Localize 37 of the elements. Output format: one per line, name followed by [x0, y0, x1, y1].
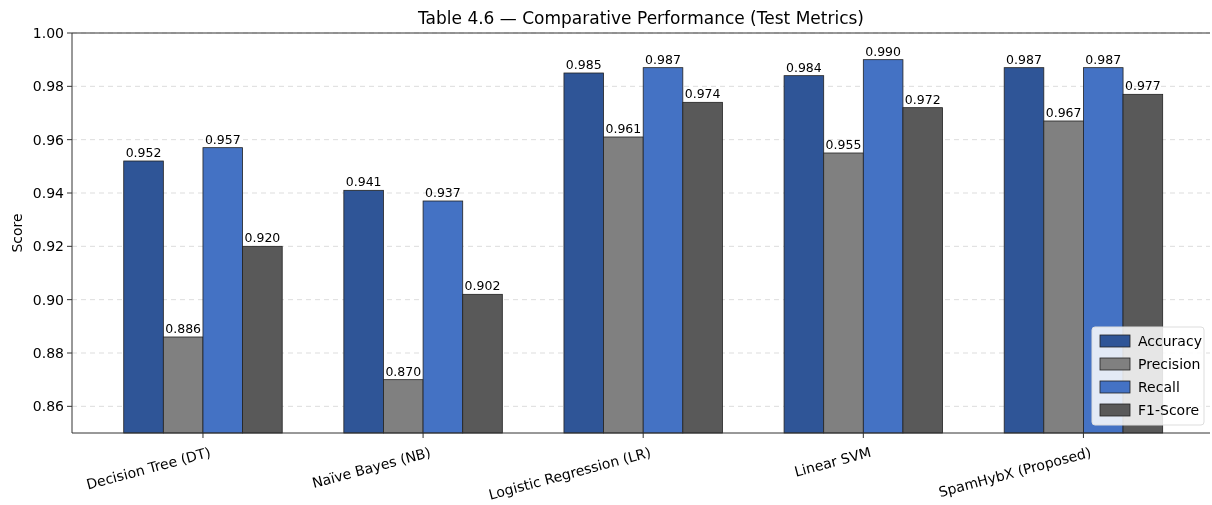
- y-tick-label: 0.86: [32, 398, 65, 415]
- y-tick-label: 0.96: [32, 131, 65, 148]
- data-label: 0.941: [345, 174, 382, 190]
- data-label: 0.987: [1085, 51, 1122, 67]
- data-label: 0.952: [125, 145, 162, 160]
- data-label: 0.957: [204, 131, 241, 147]
- data-label: 0.990: [865, 43, 902, 59]
- x-tick-label: Linear SVM: [792, 443, 873, 480]
- x-tick-label: Decision Tree (DT): [84, 443, 213, 493]
- data-label: 0.967: [1045, 105, 1082, 120]
- data-label: 0.987: [645, 51, 681, 67]
- data-label: 0.961: [605, 121, 642, 136]
- y-tick-label: 0.90: [32, 291, 64, 308]
- legend-label: F1-Score: [1138, 401, 1200, 418]
- data-label: 0.886: [165, 321, 202, 336]
- data-label: 0.987: [1006, 51, 1042, 67]
- y-tick-label: 0.94: [32, 184, 65, 201]
- data-label: 0.920: [244, 230, 281, 246]
- data-label: 0.902: [464, 278, 501, 294]
- y-tick-label: 0.92: [32, 238, 64, 255]
- data-label: 0.870: [385, 363, 422, 379]
- data-label: 0.937: [425, 185, 461, 200]
- chart-title: Table 4.6 — Comparative Performance (Test Metrics): [417, 8, 864, 28]
- data-label: 0.977: [1124, 78, 1161, 94]
- data-label: 0.972: [904, 91, 941, 107]
- legend-label: Accuracy: [1138, 332, 1202, 349]
- data-label: 0.955: [825, 137, 862, 152]
- data-label: 0.985: [565, 57, 602, 72]
- x-tick-label: Naïve Bayes (NB): [310, 443, 433, 491]
- y-tick-label: 0.88: [32, 344, 64, 361]
- data-label: 0.984: [785, 59, 822, 75]
- y-tick-label: 1.00: [32, 24, 64, 41]
- y-tick-label: 0.98: [32, 78, 64, 95]
- legend-label: Recall: [1138, 378, 1180, 395]
- data-label: 0.974: [684, 86, 721, 102]
- legend-label: Precision: [1138, 355, 1201, 372]
- y-axis-title: Score: [9, 213, 25, 253]
